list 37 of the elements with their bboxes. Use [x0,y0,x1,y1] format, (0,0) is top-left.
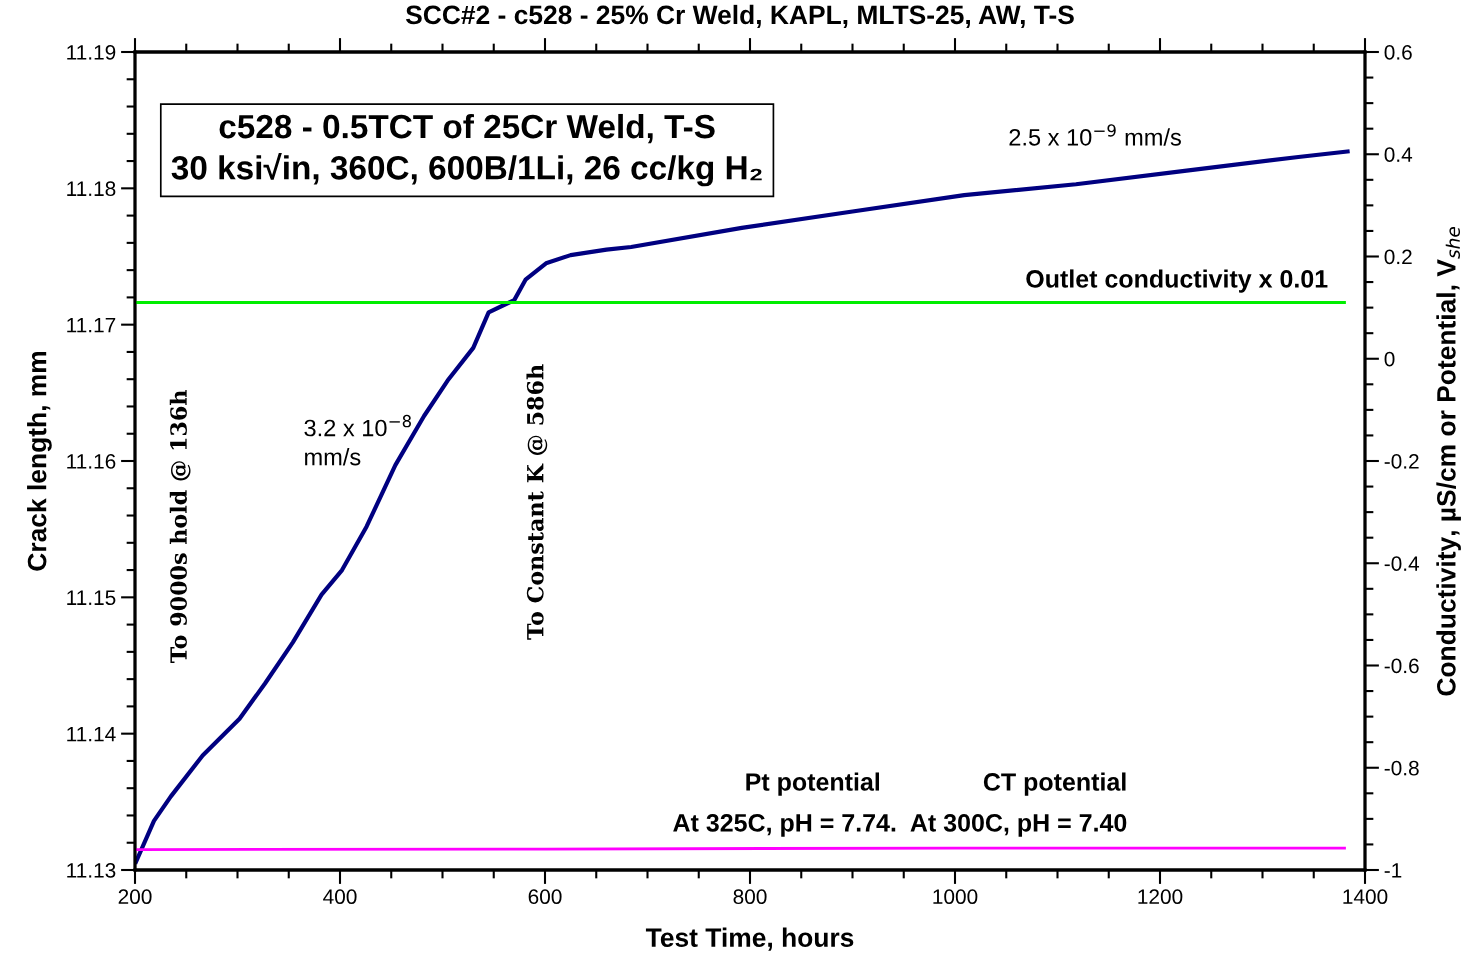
x-tick-label: 400 [323,889,357,905]
x-tick-label: 200 [118,889,152,905]
line-series [135,149,1350,864]
x-tick-label: 800 [733,889,767,905]
x-axis-title: Test Time, hours [645,927,854,951]
y-tick-label: 11.13 [67,863,116,878]
y2-tick-label: -0.2 [1384,454,1419,469]
y2-axis-title: Conductivity, µS/cm or Potential, V$_{she}$ [1436,227,1461,696]
y-tick-label: 11.14 [67,726,116,742]
y-tick-label: 11.15 [67,590,116,606]
annotation: Pt potential [746,772,880,796]
x-tick-label: 600 [528,889,562,905]
x-tick-label: 1000 [933,889,978,905]
x-tick-label: 1400 [1343,889,1388,905]
annotation: c528 - 0.5TCT of 25Cr Weld, T-S 30 ksi√in, 360C, 600B/1Li, 26 cc/kg H₂ [171,113,762,187]
chart-title: SCC#2 - c528 - 25% Cr Weld, KAPL, MLTS-25, AW, T-S [405,4,1074,29]
annotation: At 325C, pH = 7.74. At 300C, pH = 7.40 [673,814,1127,837]
x-tick-label: 1200 [1138,889,1183,905]
y2-tick-label: -0.6 [1384,658,1419,674]
annotation: 2.5 x 10$^{−9}$ mm/s [1009,124,1181,146]
annotation: To 9000s hold @ 136h [169,390,191,664]
y-tick-label: 11.17 [67,317,116,333]
y-axis-title: Crack length, mm [27,351,52,571]
y-tick-label: 11.19 [67,45,116,60]
y2-tick-label: -0.8 [1384,760,1419,776]
annotation: To Constant K @ 586h [526,364,548,640]
y-tick-label: 11.18 [67,181,116,197]
annotation: CT potential [983,772,1126,796]
y2-tick-label: -1 [1384,863,1402,878]
y2-tick-label: 0.4 [1384,147,1413,162]
annotation: Outlet conductivity x 0.01 [1026,269,1328,293]
y2-tick-label: 0.2 [1384,249,1412,265]
y2-tick-label: 0.6 [1384,45,1412,60]
y-tick-label: 11.16 [67,454,116,469]
y2-tick-label: 0 [1384,351,1395,367]
y2-tick-label: -0.4 [1384,556,1420,571]
text: 3.2 x 10$^{−8}$ mm/s [304,414,411,466]
